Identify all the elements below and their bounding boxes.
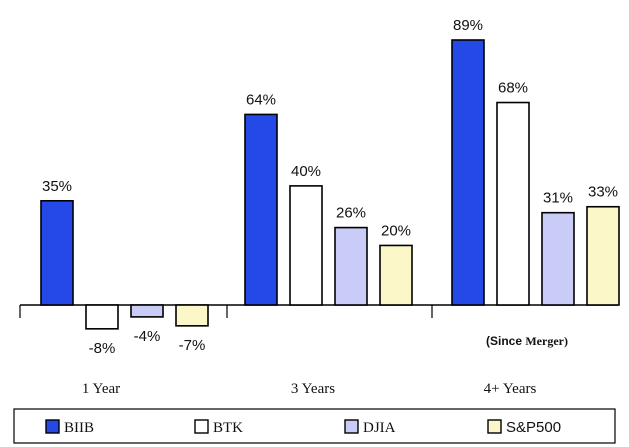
category-note-suffix: Merger)	[525, 334, 568, 348]
x-tick-label-4-years: 4+ Years	[484, 381, 537, 397]
legend-swatch-djia	[344, 419, 359, 434]
data-label-biib-3-years: 64%	[246, 91, 276, 108]
bar-biib-4-years	[451, 39, 485, 306]
bar-s-p500-3-years	[379, 244, 413, 306]
data-label-biib-4-years: 89%	[453, 17, 483, 34]
legend: BIIB BTK DJIA S&P500	[13, 408, 616, 444]
category-note: (Since Merger)	[486, 334, 568, 348]
data-label-btk-1-year: -8%	[89, 340, 116, 357]
legend-swatch-btk	[194, 419, 209, 434]
bar-btk-1-year	[85, 304, 119, 330]
legend-label-biib: BIIB	[64, 420, 94, 436]
plot-area: 35% -8% -4% -7% 64% 40% 26% 20% 89% 68% 31% 33% 1 Ye…	[19, 17, 620, 397]
legend-label-btk: BTK	[213, 420, 243, 436]
bar-btk-3-years	[289, 185, 323, 306]
bar-djia-3-years	[334, 226, 368, 306]
bar-btk-4-years	[496, 101, 530, 306]
data-label-djia-3-years: 26%	[336, 205, 366, 222]
bar-s-p500-1-year	[175, 304, 209, 327]
data-label-s-p500-3-years: 20%	[381, 222, 411, 239]
legend-box	[13, 408, 616, 444]
x-tick-label-3-years: 3 Years	[291, 381, 335, 397]
legend-label-djia: DJIA	[363, 420, 396, 436]
data-label-btk-3-years: 40%	[291, 163, 321, 180]
data-label-djia-1-year: -4%	[134, 328, 161, 345]
bar-djia-4-years	[541, 211, 575, 306]
data-label-btk-4-years: 68%	[498, 80, 528, 97]
bar-biib-1-year	[40, 199, 74, 306]
data-label-djia-4-years: 31%	[543, 190, 573, 207]
data-label-biib-1-year: 35%	[42, 178, 72, 195]
data-label-s-p500-1-year: -7%	[179, 337, 206, 354]
data-label-s-p500-4-years: 33%	[588, 184, 618, 201]
legend-swatch-biib	[45, 419, 60, 434]
bar-biib-3-years	[244, 113, 278, 306]
legend-label-s-p500: S&P500	[506, 419, 561, 436]
bar-djia-1-year	[130, 304, 164, 318]
x-tick-label-1-year: 1 Year	[82, 381, 120, 397]
category-note-prefix: (Since	[486, 334, 525, 348]
legend-swatch-s-p500	[487, 419, 502, 434]
bar-s-p500-4-years	[586, 205, 620, 306]
